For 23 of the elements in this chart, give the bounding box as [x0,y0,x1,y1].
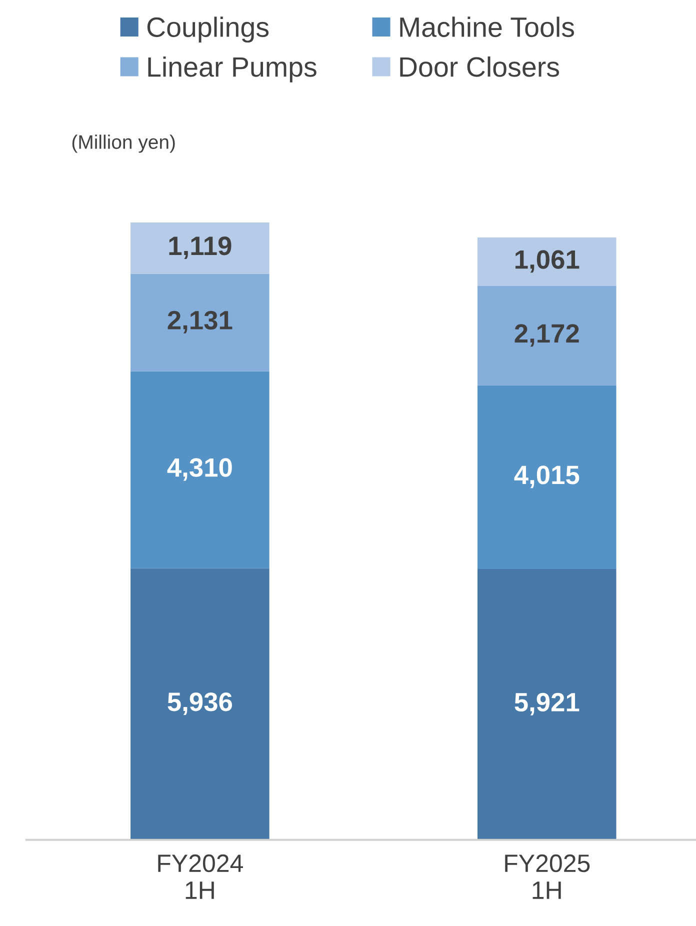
data-label: 4,310 [167,458,232,481]
y-axis-title: (Million yen) [72,134,175,153]
bar [477,385,616,570]
legend-label: Linear Pumps [148,56,316,82]
data-label: 1,061 [516,250,580,273]
bar [477,286,616,386]
bar [477,569,616,840]
data-label: 5,936 [168,692,232,716]
data-label: 1,119 [169,236,232,260]
bar [130,274,270,372]
x-tick-label: FY2024 1H [158,854,243,899]
legend-label: Couplings [147,16,269,43]
data-label: 4,015 [514,466,580,488]
bar [130,371,270,568]
x-tick-label: FY2025 1H [505,854,590,899]
data-label: 2,131 [168,310,232,334]
bar [130,222,270,274]
bar [130,568,270,840]
legend-label: Machine Tools [400,16,574,38]
bar [477,238,616,286]
legend-label: Door Closers [400,56,560,77]
data-label: 2,172 [514,324,579,347]
data-label: 5,921 [514,692,580,716]
